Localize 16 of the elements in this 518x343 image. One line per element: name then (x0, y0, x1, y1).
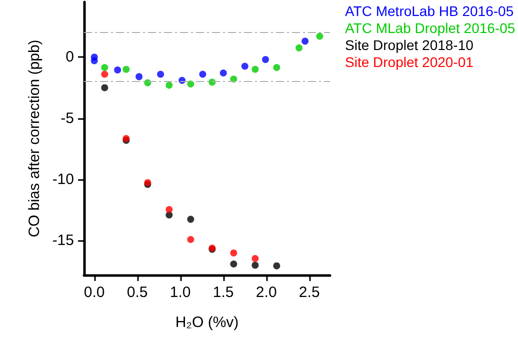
x-tick-label: 0.5 (126, 284, 148, 301)
y-axis-title: CO bias after correction (ppb) (26, 40, 43, 238)
x-axis-title: H₂O (%v) (175, 314, 239, 331)
y-tick-label: -15 (52, 232, 74, 250)
x-tick-label: 0.0 (84, 284, 105, 301)
y-tick-label: -5 (60, 110, 74, 127)
text: Site Droplet 2018-10 (345, 37, 474, 53)
x-tick-label: 1.5 (212, 284, 234, 301)
text: Site Droplet 2020-01 (345, 54, 474, 70)
text: ATC MetroLab HB 2016-05 (345, 3, 514, 19)
x-tick-label: 2.5 (298, 284, 320, 301)
y-tick-label: 0 (66, 48, 74, 66)
x-tick-label: 2.0 (256, 284, 277, 301)
y-tick-label: -10 (52, 171, 74, 188)
series-label: ATC MLab Droplet 2016-05 (345, 20, 516, 36)
x-tick-label: 1.0 (170, 284, 191, 301)
